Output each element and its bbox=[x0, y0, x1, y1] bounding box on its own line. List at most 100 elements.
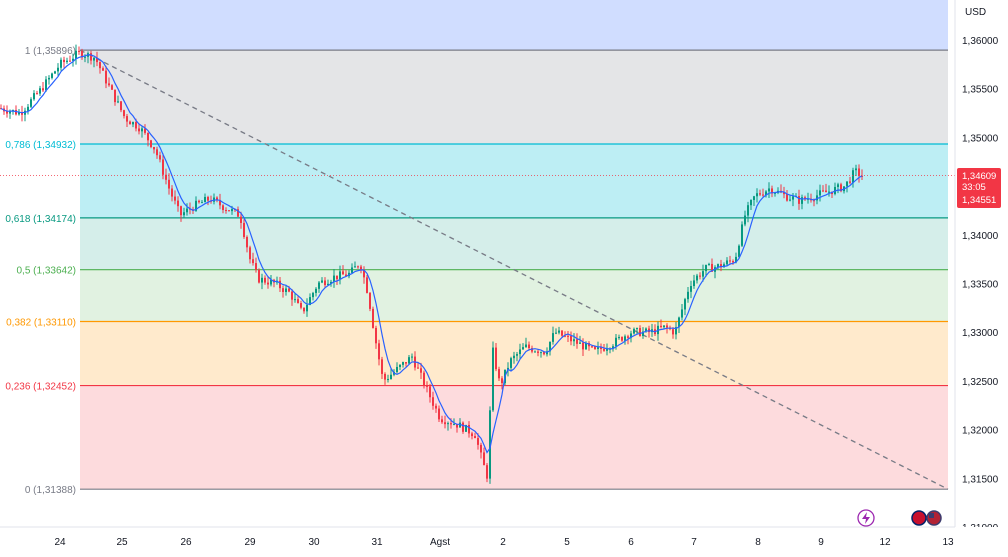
candle-body bbox=[630, 333, 632, 338]
candle-body bbox=[474, 436, 476, 439]
candle-body bbox=[144, 128, 146, 133]
candle-body bbox=[54, 71, 56, 74]
candle-body bbox=[627, 336, 629, 338]
candle-body bbox=[129, 121, 131, 125]
candle-body bbox=[165, 174, 167, 180]
candle-body bbox=[813, 200, 815, 202]
candle-body bbox=[582, 342, 584, 350]
candle-body bbox=[312, 292, 314, 298]
candle-body bbox=[36, 93, 38, 95]
candle-body bbox=[564, 335, 566, 337]
candle-body bbox=[558, 330, 560, 333]
candle-body bbox=[159, 155, 161, 160]
candle-body bbox=[840, 184, 842, 192]
candle-body bbox=[492, 347, 494, 411]
candle-body bbox=[480, 444, 482, 453]
candle-body bbox=[765, 191, 767, 196]
candle-body bbox=[291, 291, 293, 300]
candle-body bbox=[771, 188, 773, 194]
candle-body bbox=[363, 269, 365, 278]
candle-body bbox=[240, 216, 242, 223]
candle-body bbox=[579, 342, 581, 344]
current-price-text: 1,34609 bbox=[962, 171, 996, 182]
candle-body bbox=[495, 347, 497, 370]
candle-body bbox=[9, 111, 11, 114]
currency-flags-icon[interactable] bbox=[911, 510, 942, 526]
candle-body bbox=[702, 271, 704, 277]
candle-body bbox=[621, 337, 623, 341]
candle-body bbox=[636, 328, 638, 330]
candle-body bbox=[345, 274, 347, 277]
candle-body bbox=[399, 364, 401, 367]
trend-dashed-line[interactable] bbox=[79, 49, 949, 490]
moving-average-line bbox=[0, 54, 863, 454]
candle-body bbox=[237, 209, 239, 217]
candle-body bbox=[525, 344, 527, 348]
currency-label: USD bbox=[965, 7, 986, 18]
y-tick-label: 1,31500 bbox=[962, 474, 999, 485]
fib-labels: 1 (1,35896) 0,786 (1,34932) 0,618 (1,34174… bbox=[5, 46, 76, 496]
candle-body bbox=[90, 53, 92, 61]
candle-body bbox=[678, 317, 680, 328]
candle-body bbox=[531, 348, 533, 352]
candle-body bbox=[216, 197, 218, 200]
candle-body bbox=[762, 194, 764, 196]
fib-label-0.382: 0,382 (1,33110) bbox=[6, 317, 76, 328]
fib-lines bbox=[80, 49, 948, 490]
candle-body bbox=[624, 336, 626, 341]
candle-body bbox=[114, 89, 116, 103]
candle-body bbox=[249, 247, 251, 260]
candle-body bbox=[750, 199, 752, 206]
candle-body bbox=[81, 51, 83, 58]
x-tick-label: 8 bbox=[755, 537, 761, 548]
candle-body bbox=[321, 280, 323, 283]
candle-body bbox=[693, 280, 695, 287]
candle-body bbox=[75, 50, 77, 59]
x-tick-label: 24 bbox=[54, 537, 66, 548]
candle-body bbox=[537, 351, 539, 353]
candle-body bbox=[15, 109, 17, 115]
candle-body bbox=[258, 269, 260, 283]
y-tick-label: 1,32500 bbox=[962, 377, 999, 388]
candle-body bbox=[66, 60, 68, 63]
low-price-text: 1,34551 bbox=[962, 195, 996, 206]
candle-body bbox=[117, 101, 119, 103]
candle-body bbox=[633, 328, 635, 334]
candle-body bbox=[138, 128, 140, 132]
candle-body bbox=[330, 281, 332, 284]
candle-body bbox=[858, 168, 860, 176]
candle-body bbox=[141, 128, 143, 132]
lightning-icon[interactable] bbox=[857, 509, 875, 527]
candle-body bbox=[294, 299, 296, 301]
candle-body bbox=[483, 452, 485, 466]
candle-body bbox=[177, 200, 179, 207]
candle-body bbox=[600, 347, 602, 350]
y-tick-label: 1,35500 bbox=[962, 85, 999, 96]
candle-body bbox=[552, 333, 554, 342]
candle-body bbox=[78, 50, 80, 52]
fib-fill-0.618 bbox=[80, 217, 948, 270]
candle-body bbox=[153, 147, 155, 150]
candle-body bbox=[309, 297, 311, 305]
candle-body bbox=[729, 260, 731, 262]
candle-body bbox=[444, 422, 446, 425]
candle-body bbox=[408, 357, 410, 364]
candle-body bbox=[267, 282, 269, 285]
candle-body bbox=[612, 346, 614, 349]
candle-body bbox=[696, 275, 698, 281]
fib-fill-0.5 bbox=[80, 269, 948, 322]
candle-body bbox=[360, 266, 362, 270]
candle-body bbox=[201, 202, 203, 204]
candle-body bbox=[246, 236, 248, 248]
candle-body bbox=[756, 193, 758, 197]
candle-body bbox=[465, 424, 467, 432]
candle-body bbox=[699, 275, 701, 277]
candle-body bbox=[252, 259, 254, 264]
candle-body bbox=[21, 112, 23, 115]
candle-body bbox=[456, 424, 458, 428]
candle-body bbox=[306, 304, 308, 312]
candle-body bbox=[828, 191, 830, 193]
